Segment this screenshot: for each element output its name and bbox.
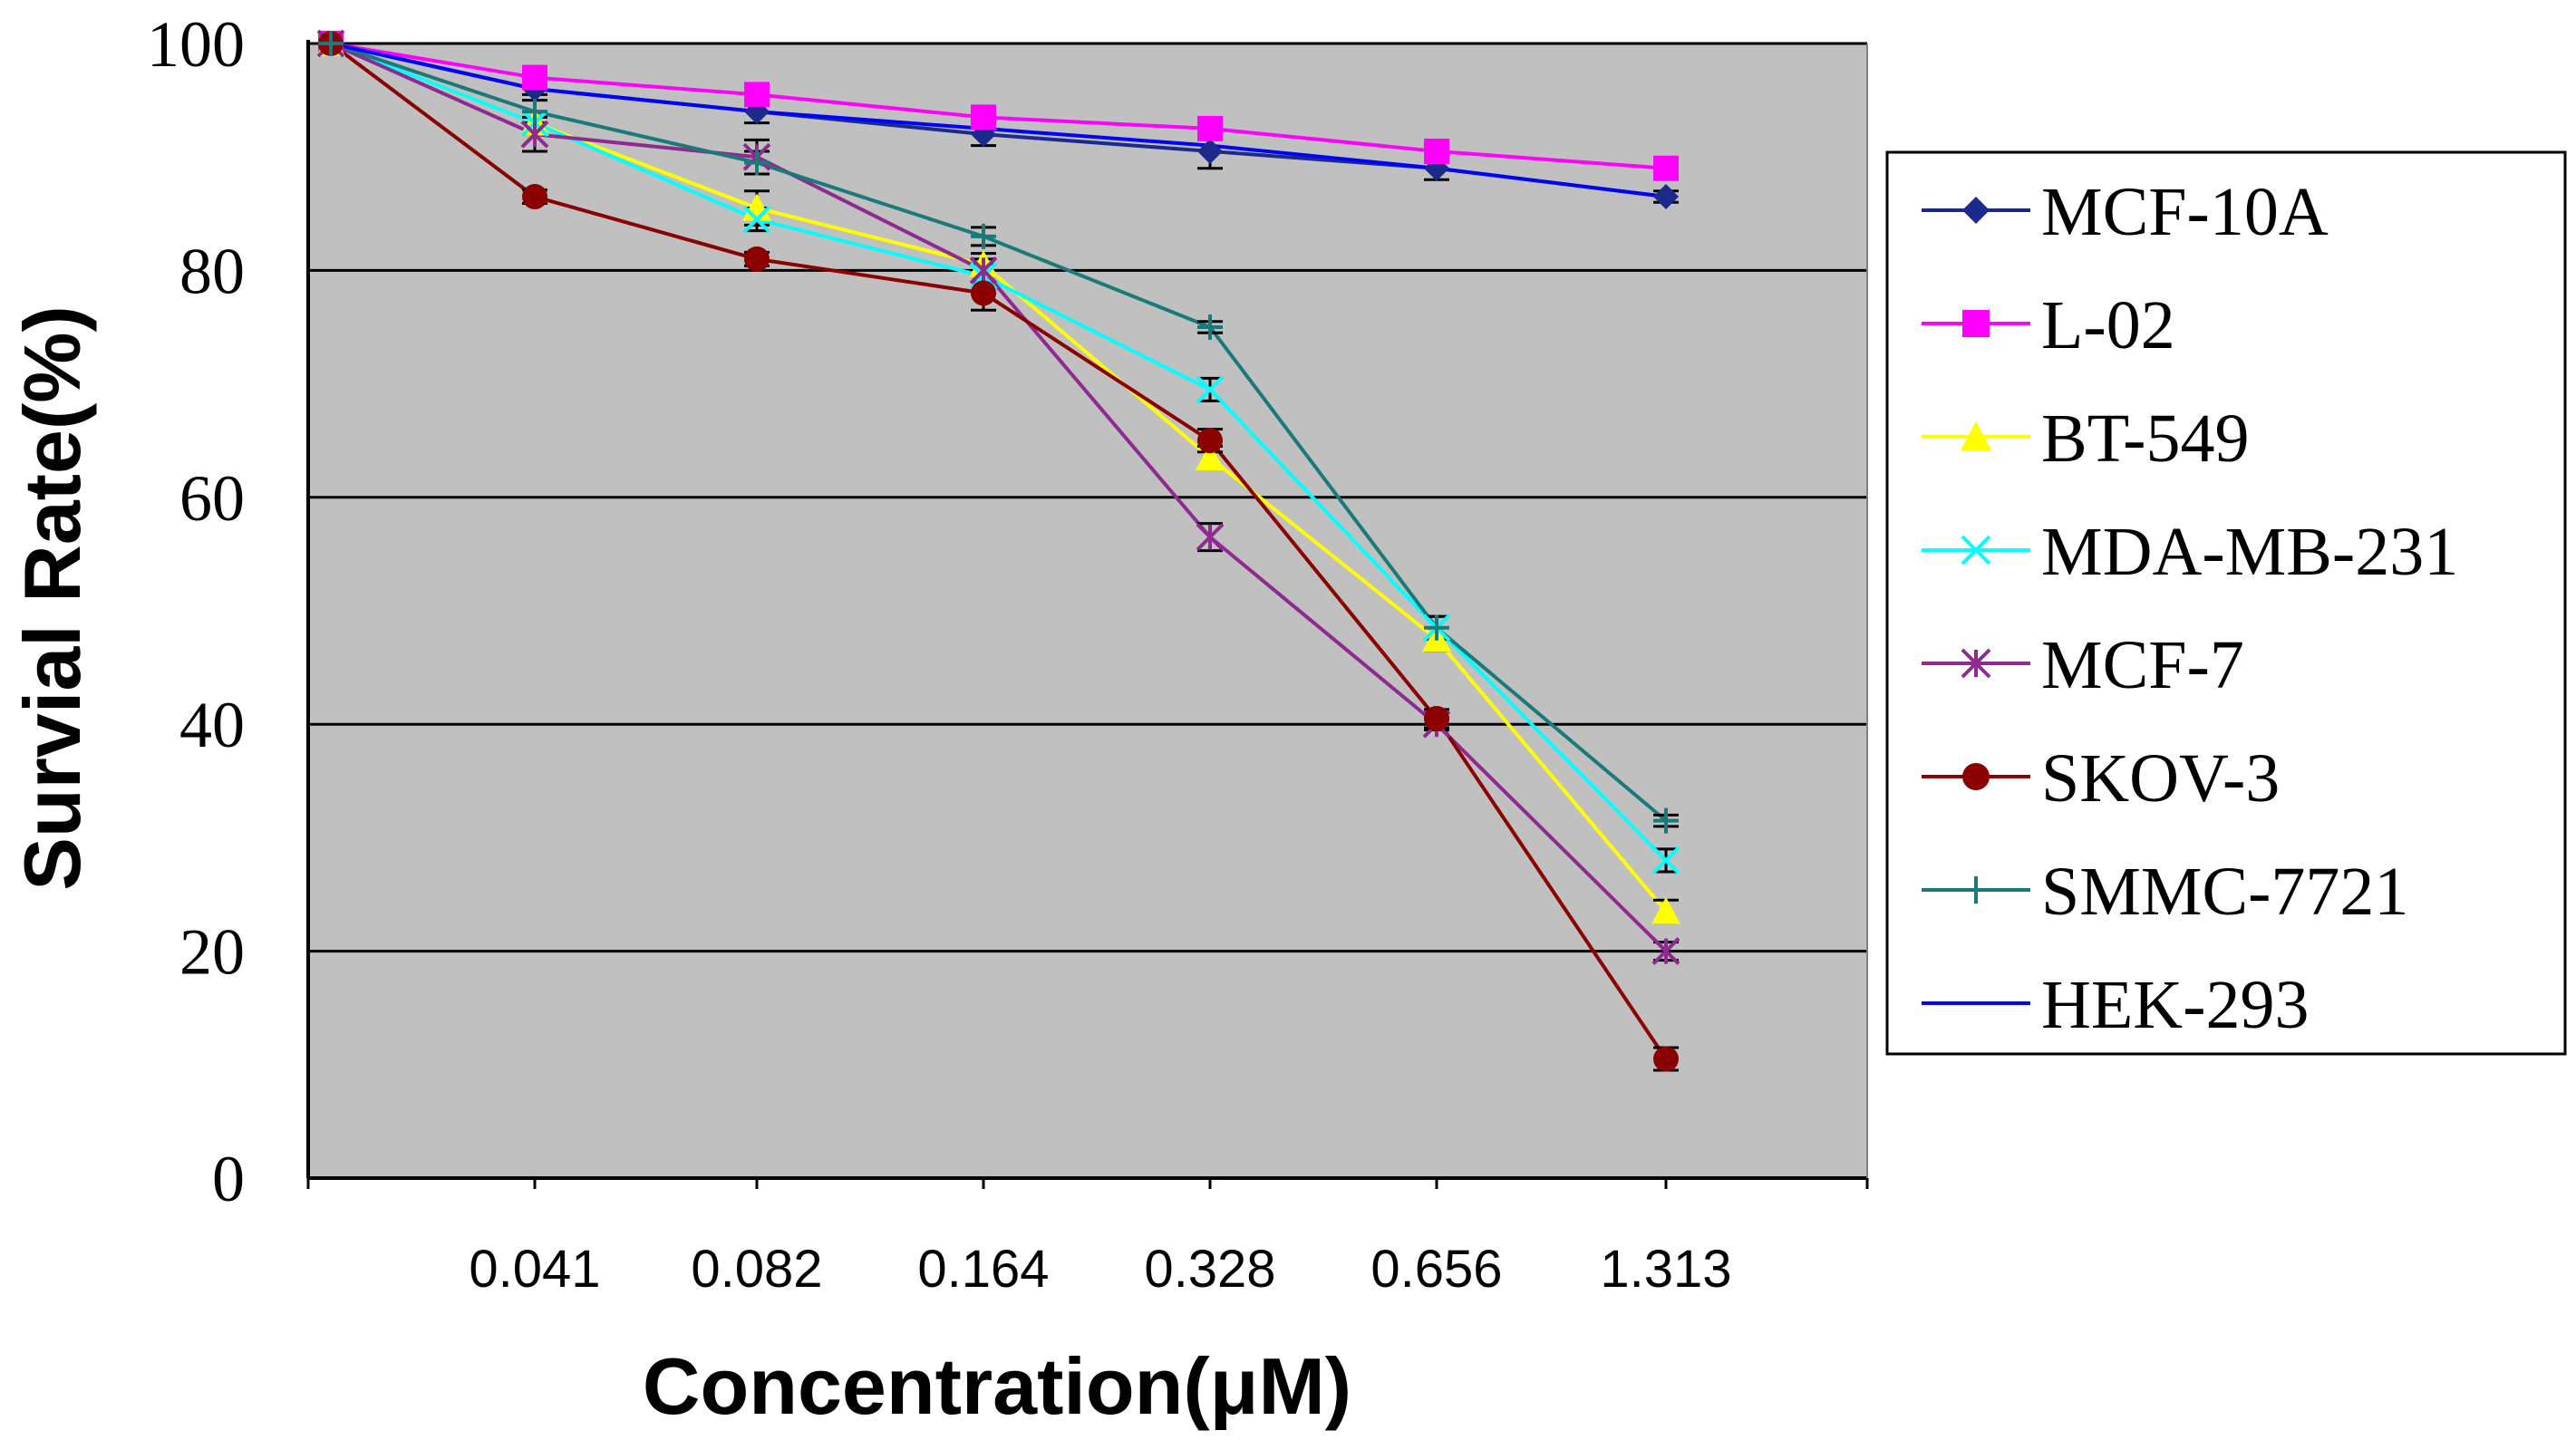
data-point-l-02 (744, 82, 770, 108)
data-point-mcf-7 (1651, 937, 1680, 966)
data-point-mcf-7 (1196, 523, 1225, 552)
data-point-mda-mb-231-stroke (1196, 375, 1225, 404)
x-tick-label: 0.082 (691, 1240, 822, 1299)
data-point-mda-mb-231-stroke (1651, 846, 1680, 875)
x-axis-title: Concentration(μM) (643, 1341, 1351, 1431)
data-point-l-02 (1197, 115, 1223, 141)
data-point-smmc-7721 (1197, 314, 1223, 340)
data-point-skov-3 (1197, 428, 1223, 454)
y-tick-label: 20 (179, 916, 245, 989)
legend-item-skov-3: SKOV-3 (1922, 740, 2280, 817)
data-points (316, 29, 1680, 1072)
x-tick-label: 0.656 (1370, 1240, 1502, 1299)
x-tick-labels: 0.041 0.082 0.164 0.328 0.656 1.313 (469, 1240, 1731, 1299)
legend-swatch-marker (1962, 763, 1990, 790)
legend: MCF-10A L-02 BT-549 MDA-MB-231 MCF-7 SKOV-3 SM… (1885, 150, 2567, 1056)
x-tick-label: 1.313 (1600, 1240, 1731, 1299)
legend-label: MCF-7 (2041, 627, 2244, 703)
plot-area (308, 43, 1867, 1178)
data-point-mda-mb-231 (1196, 375, 1225, 404)
legend-swatch-marker (1961, 535, 1991, 565)
legend-item-mcf-10a: MCF-10A (1922, 174, 2329, 250)
x-tick-label: 0.164 (917, 1240, 1049, 1299)
legend-item-l-02: L-02 (1922, 287, 2175, 363)
data-point-mcf-10a (1197, 138, 1223, 164)
y-axis-title: Survial Rate(%) (7, 305, 97, 891)
legend-label: SMMC-7721 (2041, 854, 2408, 930)
data-point-skov-3 (1424, 705, 1449, 731)
grid-lines (308, 42, 1867, 953)
data-point-smmc-7721 (744, 150, 770, 176)
data-point-mda-mb-231 (742, 205, 771, 234)
legend-swatch-marker-stroke (1961, 535, 1991, 565)
data-point-smmc-7721 (318, 31, 344, 56)
legend-label: BT-549 (2041, 401, 2249, 477)
y-tick-label: 60 (179, 462, 245, 535)
data-point-smmc-7721 (1424, 614, 1449, 641)
legend-item-mcf-7: MCF-7 (1922, 627, 2244, 703)
y-tick-label: 40 (179, 689, 245, 761)
data-point-skov-3 (744, 246, 770, 272)
y-tick-labels: 0 20 40 60 80 100 (147, 8, 245, 1215)
axes (306, 40, 1869, 1189)
legend-swatch-marker (1961, 421, 1991, 450)
data-point-l-02 (1424, 138, 1449, 164)
y-tick-label: 0 (212, 1143, 245, 1215)
data-point-l-02 (971, 104, 996, 130)
data-point-mda-mb-231 (1651, 846, 1680, 875)
legend-swatch-marker (1962, 310, 1990, 337)
legend-swatch-marker (1962, 197, 1990, 224)
legend-items: MCF-10A L-02 BT-549 MDA-MB-231 MCF-7 SKOV-3 SM… (1922, 174, 2458, 1043)
legend-swatch-marker (1961, 648, 1991, 679)
legend-item-bt-549: BT-549 (1922, 401, 2249, 477)
data-point-bt-549 (1196, 442, 1225, 470)
data-point-bt-549 (1651, 896, 1680, 924)
legend-item-hek-293: HEK-293 (1922, 967, 2310, 1043)
y-tick-label: 80 (179, 235, 245, 307)
legend-item-mda-mb-231: MDA-MB-231 (1922, 514, 2458, 590)
data-point-skov-3 (971, 280, 996, 306)
data-point-l-02 (522, 64, 547, 91)
data-point-mcf-7 (520, 120, 549, 149)
data-point-skov-3 (522, 184, 547, 210)
data-point-l-02 (1653, 155, 1679, 181)
data-point-mda-mb-231-stroke (742, 205, 771, 234)
legend-label: MCF-10A (2041, 174, 2329, 250)
legend-label: MDA-MB-231 (2041, 514, 2458, 590)
legend-item-smmc-7721: SMMC-7721 (1922, 854, 2408, 930)
legend-label: L-02 (2041, 287, 2175, 363)
data-point-smmc-7721 (522, 99, 547, 125)
data-point-mcf-7 (969, 256, 998, 285)
legend-label: HEK-293 (2041, 967, 2310, 1043)
x-tick-label: 0.328 (1144, 1240, 1275, 1299)
data-point-mcf-10a (1653, 184, 1679, 210)
data-point-skov-3 (1653, 1046, 1679, 1072)
legend-box (1885, 150, 2567, 1056)
data-point-smmc-7721 (971, 223, 996, 249)
y-tick-label: 100 (147, 8, 245, 81)
legend-swatch-marker (1962, 876, 1990, 904)
legend-label: SKOV-3 (2041, 740, 2280, 817)
data-point-smmc-7721 (1653, 807, 1679, 834)
x-tick-label: 0.041 (469, 1240, 600, 1299)
